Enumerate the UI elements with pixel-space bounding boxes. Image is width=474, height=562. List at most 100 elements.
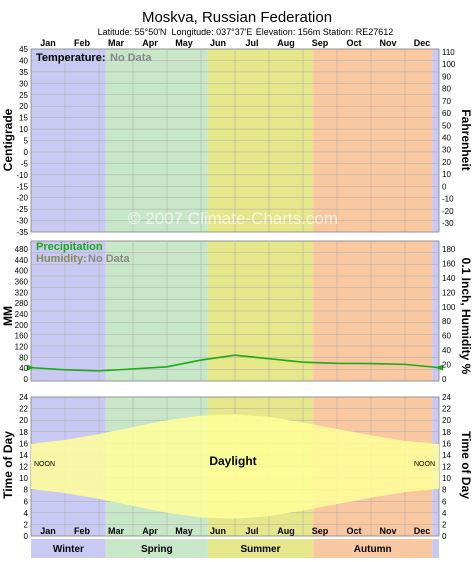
- tick-label-centigrade: 5: [24, 137, 29, 146]
- temperature-ylabel: Centigrade: [1, 108, 15, 171]
- precipitation-ylabel: MM: [1, 306, 15, 326]
- month-label-bottom: Mar: [108, 526, 125, 536]
- tick-label-fahrenheit: 10: [442, 170, 451, 179]
- tick-label-fahrenheit: 100: [442, 60, 456, 69]
- tick-label-inch: 100: [442, 303, 456, 312]
- month-label-top: Sep: [312, 38, 329, 48]
- data-layer: [27, 354, 443, 519]
- tick-label-time-left: 0: [24, 532, 29, 541]
- tick-label-time-left: 10: [19, 474, 28, 483]
- tick-label-inch: 40: [442, 346, 451, 355]
- month-label-bottom: Oct: [346, 526, 361, 536]
- season-label: Winter: [53, 544, 84, 555]
- tick-label-time-right: 16: [442, 439, 451, 448]
- tick-label-inch: 60: [442, 332, 451, 341]
- tick-label-time-left: 16: [19, 439, 28, 448]
- tick-label-inch: 140: [442, 274, 456, 283]
- season-label-band: [207, 539, 314, 558]
- tick-label-fahrenheit: 0: [442, 182, 447, 191]
- tick-label-time-right: 24: [442, 393, 451, 402]
- tick-label-centigrade: -25: [16, 205, 28, 214]
- tick-labels: 454035302520151050-5-10-15-20-25-30-3511…: [15, 45, 456, 541]
- season-label-band: [432, 539, 439, 558]
- panel-frame: [30, 240, 440, 382]
- tick-label-time-left: 22: [19, 405, 28, 414]
- precipitation-label: Precipitation: [36, 241, 103, 253]
- temperature-label: Temperature:: [36, 52, 105, 64]
- month-label-top: Aug: [277, 38, 295, 48]
- month-label-top: Jan: [40, 38, 56, 48]
- month-label-top: Mar: [108, 38, 125, 48]
- tick-label-centigrade: 25: [19, 91, 28, 100]
- season-label-band: [105, 539, 208, 558]
- precipitation-marker-start: [27, 364, 35, 371]
- tick-label-fahrenheit: 50: [442, 121, 451, 130]
- tick-label-time-right: 6: [442, 497, 447, 506]
- tick-label-centigrade: -20: [16, 194, 28, 203]
- precipitation-ylabel-right: 0.1 Inch, Humidity %: [459, 258, 473, 375]
- noon-label-left: NOON: [34, 461, 55, 468]
- tick-label-time-right: 2: [442, 520, 447, 529]
- tick-label-fahrenheit: -20: [442, 207, 454, 216]
- month-label-bottom: Jun: [210, 526, 226, 536]
- season-labels: Winter Spring Summer Autumn: [31, 539, 439, 558]
- season-label-band: [31, 539, 106, 558]
- elevation-text: Elevation: 156m: [256, 27, 321, 37]
- tick-label-inch: 80: [442, 317, 451, 326]
- daylight-ylabel: Time of Day: [1, 431, 15, 499]
- month-label-bottom: Nov: [379, 526, 396, 536]
- month-label-bottom: Jul: [245, 526, 258, 536]
- season-label-band: [313, 539, 433, 558]
- tick-label-centigrade: 15: [19, 114, 28, 123]
- month-label-top: Apr: [142, 38, 158, 48]
- tick-label-mm: 240: [15, 310, 29, 319]
- tick-label-time-right: 0: [442, 532, 447, 541]
- tick-label-mm: 160: [15, 332, 29, 341]
- month-labels-bottom: Jan Feb Mar Apr May Jun Jul Aug Sep Oct Nov Dec: [40, 526, 430, 536]
- tick-label-time-right: 12: [442, 463, 451, 472]
- tick-label-time-left: 24: [19, 393, 28, 402]
- season-label: Summer: [240, 544, 280, 555]
- noon-label-right: NOON: [414, 461, 435, 468]
- tick-label-inch: 0: [442, 375, 447, 384]
- tick-label-time-left: 12: [19, 463, 28, 472]
- longitude-text: Longitude: 037°37'E: [172, 27, 253, 37]
- tick-label-fahrenheit: 30: [442, 146, 451, 155]
- month-label-bottom: Apr: [142, 526, 158, 536]
- tick-label-mm: 440: [15, 256, 29, 265]
- month-label-top: Dec: [414, 38, 431, 48]
- tick-label-time-right: 20: [442, 416, 451, 425]
- tick-label-fahrenheit: 40: [442, 134, 451, 143]
- month-label-top: Jul: [245, 38, 258, 48]
- month-labels-top: Jan Feb Mar Apr May Jun Jul Aug Sep Oct Nov Dec: [40, 38, 430, 48]
- tick-label-mm: 280: [15, 299, 29, 308]
- tick-label-fahrenheit: 60: [442, 109, 451, 118]
- humidity-label: Humidity:: [36, 253, 87, 265]
- temperature-status: No Data: [110, 52, 152, 64]
- tick-label-centigrade: -10: [16, 171, 28, 180]
- tick-label-time-left: 20: [19, 416, 28, 425]
- tick-label-inch: 160: [442, 259, 456, 268]
- tick-label-time-right: 22: [442, 405, 451, 414]
- tick-label-mm: 0: [24, 375, 29, 384]
- tick-label-time-right: 10: [442, 474, 451, 483]
- tick-label-mm: 320: [15, 288, 29, 297]
- tick-label-mm: 80: [19, 353, 28, 362]
- tick-label-mm: 360: [15, 278, 29, 287]
- season-label: Autumn: [354, 544, 392, 555]
- tick-label-fahrenheit: 80: [442, 85, 451, 94]
- panel-frame: [30, 48, 440, 233]
- watermark: © 2007 Climate-Charts.com: [128, 209, 338, 228]
- month-label-bottom: Dec: [414, 526, 431, 536]
- station-text: Station: RE27612: [323, 27, 394, 37]
- tick-label-inch: 180: [442, 245, 456, 254]
- tick-label-centigrade: 35: [19, 68, 28, 77]
- tick-label-time-right: 18: [442, 428, 451, 437]
- tick-label-centigrade: 0: [24, 148, 29, 157]
- tick-label-inch: 20: [442, 361, 451, 370]
- tick-label-centigrade: -35: [16, 228, 28, 237]
- month-label-top: Nov: [379, 38, 396, 48]
- tick-label-time-left: 2: [24, 520, 29, 529]
- tick-label-inch: 120: [442, 288, 456, 297]
